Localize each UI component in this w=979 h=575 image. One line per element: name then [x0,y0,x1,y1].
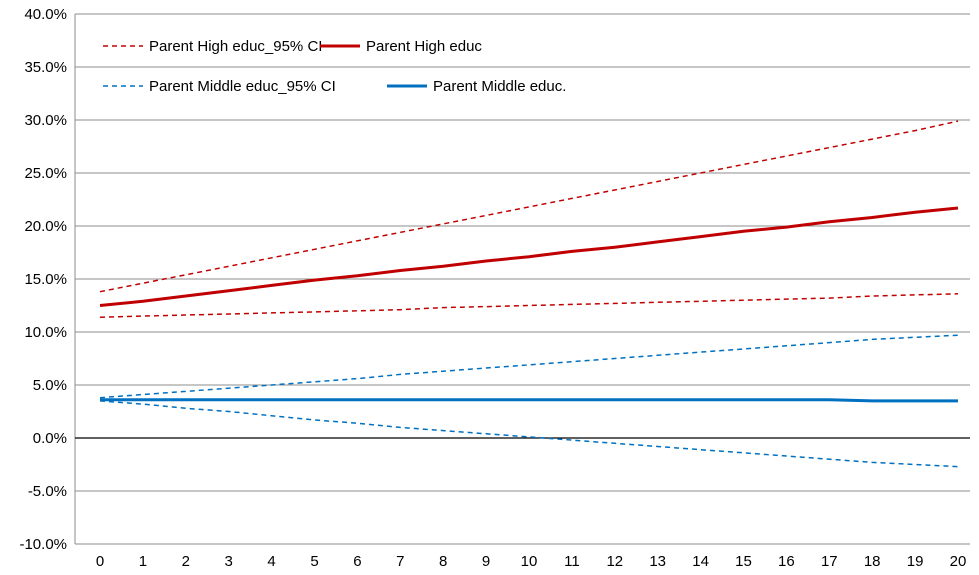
x-tick-label: 7 [396,553,404,570]
x-tick-label: 15 [735,553,752,570]
y-tick-label: 15.0% [24,271,67,288]
x-tick-label: 10 [521,553,538,570]
x-tick-label: 0 [96,553,104,570]
x-tick-label: 18 [864,553,881,570]
y-tick-label: 0.0% [33,430,67,447]
y-tick-label: 5.0% [33,377,67,394]
legend-label: Parent High educ [366,38,482,55]
x-tick-label: 11 [564,553,580,570]
x-tick-label: 6 [353,553,361,570]
x-tick-label: 2 [182,553,190,570]
legend-label: Parent Middle educ. [433,78,566,95]
y-tick-label: 40.0% [24,6,67,23]
x-tick-label: 1 [139,553,147,570]
x-tick-label: 13 [649,553,666,570]
y-tick-label: 25.0% [24,165,67,182]
legend-label: Parent High educ_95% CI [149,38,322,55]
y-tick-label: 30.0% [24,112,67,129]
series-line-1 [99,293,959,318]
series-line-2 [99,206,959,307]
x-tick-label: 17 [821,553,838,570]
x-tick-label: 16 [778,553,795,570]
y-tick-label: -10.0% [19,536,67,553]
legend-label: Parent Middle educ_95% CI [149,78,336,95]
x-tick-label: 5 [310,553,318,570]
x-tick-label: 20 [950,553,967,570]
series-lines [99,120,959,468]
x-tick-label: 4 [267,553,275,570]
series-line-4 [99,400,959,468]
y-tick-label: 35.0% [24,59,67,76]
x-tick-label: 9 [482,553,490,570]
y-tick-label: 10.0% [24,324,67,341]
series-line-5 [100,398,958,403]
legend: Parent High educ_95% CI Parent High educ P… [103,38,566,95]
axes: -10.0% -5.0% 0.0% 5.0% 10.0% 15.0% 20.0% 25.0% 3… [19,6,970,570]
y-tick-label: -5.0% [28,483,67,500]
x-tick-label: 19 [907,553,924,570]
series-line-0 [99,120,959,293]
x-tick-label: 14 [692,553,709,570]
x-tick-label: 12 [606,553,623,570]
x-tick-label: 3 [225,553,233,570]
x-tick-label: 8 [439,553,447,570]
series-line-3 [99,334,959,399]
y-tick-label: 20.0% [24,218,67,235]
